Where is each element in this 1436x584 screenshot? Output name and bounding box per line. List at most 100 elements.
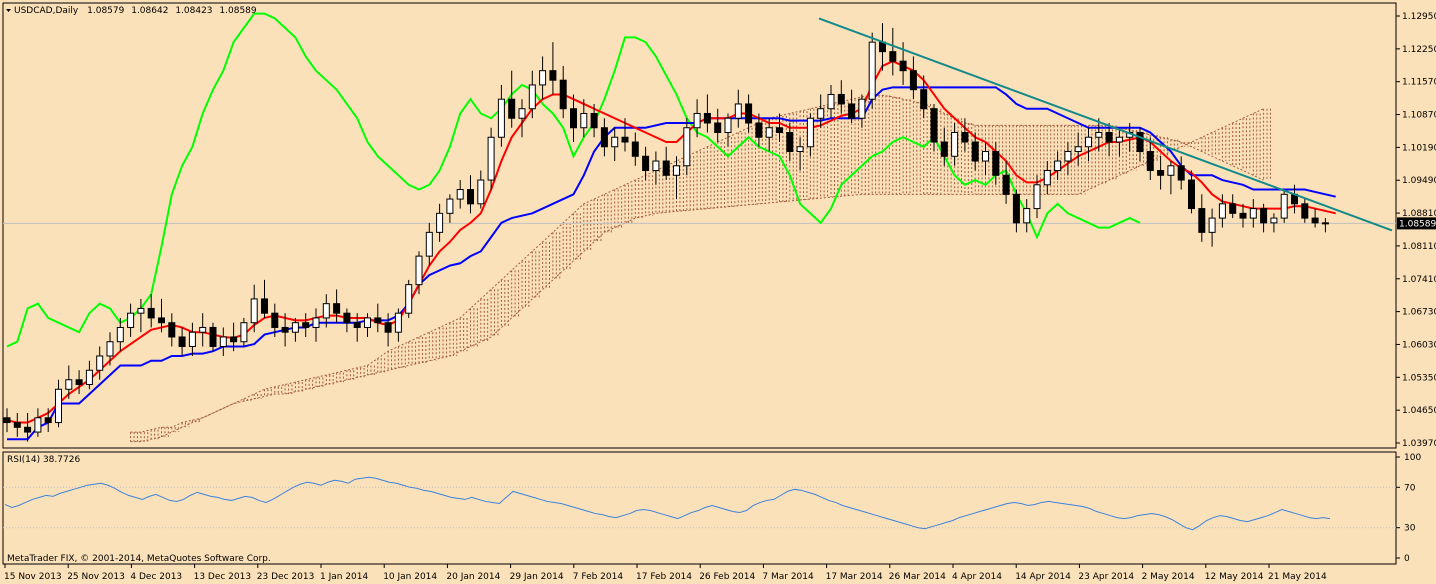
- candle-body: [65, 379, 73, 390]
- candle-body: [1177, 165, 1185, 181]
- candle-body: [549, 70, 557, 81]
- price-panel-frame: [2, 2, 1397, 449]
- candle-body: [796, 146, 804, 153]
- date-tick-label: 23 Dec 2013: [257, 572, 315, 582]
- candle: [240, 317, 248, 347]
- candle-body: [806, 117, 814, 148]
- candle-body: [1301, 203, 1309, 219]
- date-tick-label: 26 Mar 2014: [889, 572, 946, 582]
- candle-body: [1043, 170, 1051, 186]
- candle-body: [662, 160, 670, 176]
- candle: [281, 313, 289, 347]
- candle: [1085, 127, 1092, 162]
- open-value: 1.08579: [87, 6, 124, 16]
- rsi-tick-label: 70: [1404, 483, 1416, 493]
- candle-body: [415, 255, 423, 286]
- candle: [920, 75, 928, 119]
- candle: [1311, 208, 1319, 228]
- candle: [312, 308, 320, 342]
- candle-body: [940, 141, 948, 157]
- candle-body: [1218, 203, 1226, 219]
- candle: [353, 313, 361, 342]
- candle-body: [147, 307, 155, 319]
- chart-header: USDCAD,Daily 1.08579 1.08642 1.08423 1.0…: [6, 6, 257, 16]
- candle: [1260, 203, 1268, 233]
- candle-body: [559, 79, 567, 110]
- candle: [518, 99, 526, 138]
- candle-body: [85, 369, 93, 386]
- candle-body: [291, 322, 299, 333]
- candle-body: [1002, 174, 1010, 195]
- candle-body: [930, 108, 938, 143]
- date-tick-label: 26 Feb 2014: [699, 572, 755, 582]
- candle: [405, 279, 413, 318]
- candle-body: [1064, 151, 1072, 162]
- candle: [106, 332, 114, 366]
- candle: [436, 203, 444, 242]
- candle-body: [580, 112, 588, 129]
- candle: [642, 146, 650, 181]
- candle: [570, 94, 577, 143]
- candle-body: [683, 127, 691, 167]
- candle-body: [302, 322, 310, 328]
- candle-body: [827, 93, 835, 110]
- candle: [127, 303, 135, 337]
- price-tick-label: 1.10190: [1402, 143, 1436, 153]
- candle-body: [188, 331, 196, 347]
- candle: [1218, 194, 1226, 228]
- candle-body: [776, 127, 783, 133]
- trendline[interactable]: [818, 17, 1393, 232]
- candle: [559, 65, 567, 119]
- candle: [786, 122, 794, 162]
- rsi-label: RSI(14) 38.7726: [7, 455, 80, 465]
- candle: [817, 94, 825, 128]
- dropdown-triangle-icon[interactable]: [6, 9, 11, 12]
- candle: [776, 113, 783, 143]
- candle: [961, 118, 969, 152]
- candle: [765, 118, 773, 152]
- candle: [1280, 189, 1288, 223]
- candle: [1188, 170, 1195, 214]
- candle-body: [1095, 131, 1103, 138]
- senkou-span-a-line: [130, 94, 1264, 433]
- candle-body: [786, 131, 794, 153]
- date-tick-label: 4 Apr 2014: [952, 572, 1002, 582]
- candle-body: [848, 103, 856, 119]
- candle: [178, 327, 186, 356]
- date-tick-label: 13 Dec 2013: [194, 572, 252, 582]
- candle-body: [673, 165, 680, 176]
- candle: [487, 127, 495, 190]
- candle-body: [703, 112, 711, 124]
- price-tick-label: 1.07410: [1402, 275, 1436, 285]
- candle: [1208, 208, 1216, 247]
- candle: [250, 284, 258, 333]
- candle: [1146, 137, 1154, 181]
- candle-body: [909, 70, 917, 91]
- rsi-tick-label: 100: [1404, 453, 1421, 463]
- price-tick-label: 1.08110: [1402, 242, 1436, 252]
- rsi-line: [4, 476, 1331, 531]
- candle-body: [1311, 217, 1319, 224]
- candle-body: [425, 231, 433, 257]
- candle-body: [3, 417, 11, 424]
- current-price-tag: 1.08589: [1397, 217, 1436, 230]
- candle: [168, 313, 176, 347]
- candle-body: [55, 388, 62, 424]
- price-axis: 1.12950 1.12250 1.11570 1.10870 1.10190 1.094…: [1396, 12, 1436, 449]
- candle: [158, 298, 165, 333]
- candle: [415, 251, 423, 295]
- candle-body: [1208, 217, 1216, 233]
- senkou-span-b-line: [130, 108, 1264, 443]
- candle: [837, 80, 845, 114]
- candle-body: [817, 108, 825, 119]
- candle-body: [982, 151, 989, 162]
- date-tick-label: 7 Mar 2014: [762, 572, 814, 582]
- candle: [889, 27, 897, 76]
- candle: [394, 308, 402, 342]
- candle: [302, 313, 310, 337]
- candle: [291, 317, 299, 342]
- candle-body: [1198, 208, 1206, 233]
- candle-body: [137, 307, 145, 314]
- candle: [827, 84, 835, 119]
